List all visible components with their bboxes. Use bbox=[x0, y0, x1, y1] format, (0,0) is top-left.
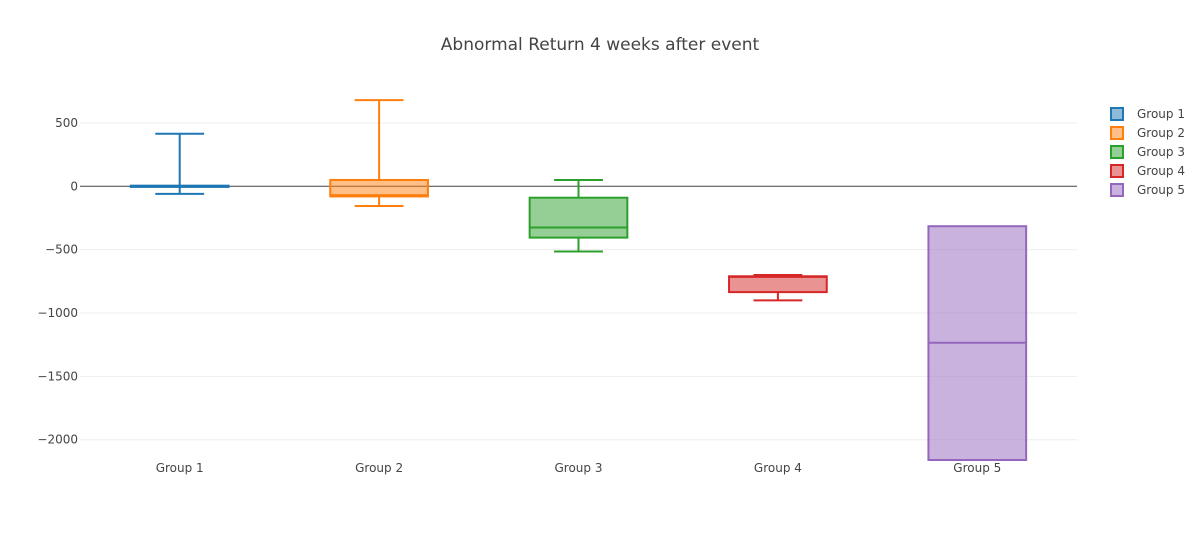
legend-swatch bbox=[1110, 107, 1124, 121]
legend-label: Group 2 bbox=[1137, 126, 1185, 140]
x-tick-label: Group 1 bbox=[156, 461, 204, 475]
legend-label: Group 3 bbox=[1137, 145, 1185, 159]
x-tick-label: Group 5 bbox=[953, 461, 1001, 475]
legend-swatch bbox=[1110, 126, 1124, 140]
legend-item[interactable]: Group 4 bbox=[1110, 164, 1185, 178]
y-tick-label: −2000 bbox=[37, 433, 78, 447]
box-iqr bbox=[329, 178, 429, 198]
y-tick-label: −1500 bbox=[37, 369, 78, 383]
box-2[interactable] bbox=[329, 99, 429, 207]
box-5[interactable] bbox=[927, 225, 1028, 461]
box-iqr bbox=[528, 196, 629, 239]
x-tick-label: Group 3 bbox=[555, 461, 603, 475]
legend-swatch bbox=[1110, 183, 1124, 197]
legend-label: Group 1 bbox=[1137, 107, 1185, 121]
boxes bbox=[129, 99, 1028, 461]
box-iqr bbox=[728, 275, 828, 294]
y-axis-ticks: 500 0 −500 −1000 −1500 −2000 bbox=[37, 116, 78, 447]
legend-item[interactable]: Group 5 bbox=[1110, 183, 1185, 197]
x-axis-ticks: Group 1 Group 2 Group 3 Group 4 Group 5 bbox=[156, 461, 1002, 475]
legend-swatch bbox=[1110, 164, 1124, 178]
legend-label: Group 4 bbox=[1137, 164, 1185, 178]
legend-item[interactable]: Group 2 bbox=[1110, 126, 1185, 140]
y-tick-label: 0 bbox=[70, 179, 78, 193]
chart-title: Abnormal Return 4 weeks after event bbox=[441, 35, 760, 55]
x-tick-label: Group 4 bbox=[754, 461, 802, 475]
box-1[interactable] bbox=[129, 132, 230, 195]
y-tick-label: −1000 bbox=[37, 306, 78, 320]
legend-item[interactable]: Group 1 bbox=[1110, 107, 1185, 121]
legend[interactable]: Group 1 Group 2 Group 3 Group 4 Group 5 bbox=[1110, 107, 1185, 197]
x-tick-label: Group 2 bbox=[355, 461, 403, 475]
legend-item[interactable]: Group 3 bbox=[1110, 145, 1185, 159]
gridlines bbox=[80, 122, 1077, 441]
y-tick-label: −500 bbox=[45, 243, 78, 257]
box-3[interactable] bbox=[528, 178, 629, 253]
legend-label: Group 5 bbox=[1137, 183, 1185, 197]
legend-swatch bbox=[1110, 145, 1124, 159]
box-4[interactable] bbox=[728, 274, 828, 302]
y-tick-label: 500 bbox=[55, 116, 78, 130]
